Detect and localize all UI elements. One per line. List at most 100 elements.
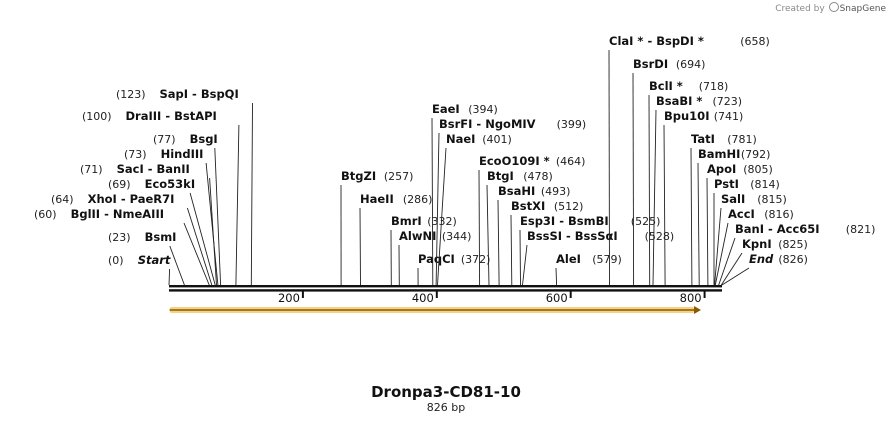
site-label-end: End <box>749 252 774 266</box>
site-label-bsahi: BsaHI <box>498 184 535 198</box>
site-label-bmri: BmrI <box>391 214 422 228</box>
site-position-bstxi: (512) <box>554 200 584 213</box>
site-connector-bglii-nmeaiii <box>183 222 210 286</box>
site-connector-acci <box>714 222 729 286</box>
site-position-ecoo109i: (464) <box>556 155 586 168</box>
site-position-bsrfi-ngomiv: (399) <box>557 118 587 131</box>
snapgene-credit: Created by SnapGene <box>775 2 886 14</box>
site-position-paqci: (372) <box>461 253 491 266</box>
site-position-sapi-bspqi: (123) <box>116 88 146 101</box>
site-position-draiii-bstapi: (100) <box>82 110 112 123</box>
site-connector-end <box>721 267 750 286</box>
site-position-bglii-nmeaiii: (60) <box>34 208 57 221</box>
site-position-bamhi: (792) <box>741 148 771 161</box>
site-connector-bcli <box>648 94 651 286</box>
site-position-hindiii: (73) <box>124 148 147 161</box>
site-connector-apoi <box>706 177 709 286</box>
site-position-tati: (781) <box>727 133 757 146</box>
site-connector-esp3i-bsmbi <box>519 229 521 286</box>
site-connector-ecoo109i <box>478 169 481 286</box>
backbone-bottom-strand <box>169 289 722 292</box>
site-label-bglii-nmeaiii: BglII - NmeAIII <box>71 207 164 221</box>
site-connector-sali <box>714 207 722 286</box>
site-label-tati: TatI <box>691 132 715 146</box>
site-label-xhoi-paer7i: XhoI - PaeR7I <box>88 192 175 206</box>
snapgene-logo-icon <box>828 2 839 12</box>
site-position-bsahi: (493) <box>541 185 571 198</box>
site-label-acci: AccI <box>728 207 755 221</box>
site-connector-sapi-bspqi <box>250 102 253 286</box>
site-connector-bsgi <box>214 147 222 286</box>
site-connector-bsahi <box>497 199 500 286</box>
site-connector-bstxi <box>510 214 513 286</box>
site-position-alwni: (344) <box>442 230 472 243</box>
site-label-bsgi: BsgI <box>190 132 218 146</box>
site-label-kpni: KpnI <box>742 237 772 251</box>
site-label-bani-acc65i: BanI - Acc65I <box>735 222 820 236</box>
plasmid-name: Dronpa3-CD81-10 <box>371 383 521 401</box>
site-position-clai-bspdi: (658) <box>740 35 770 48</box>
site-position-kpni: (825) <box>778 238 808 251</box>
site-connector-draiii-bstapi <box>235 124 240 286</box>
site-connector-hindiii <box>205 162 219 286</box>
site-position-bani-acc65i: (821) <box>846 223 876 236</box>
plasmid-length: 826 bp <box>426 401 466 414</box>
site-position-acci: (816) <box>764 208 794 221</box>
site-position-bmri: (332) <box>427 215 457 228</box>
site-connector-bsrfi-ngomiv <box>435 132 440 286</box>
site-label-saci-banii: SacI - BanII <box>117 162 190 176</box>
site-position-start: (0) <box>108 254 124 267</box>
site-connector-eaei <box>431 117 434 286</box>
site-connector-bsmi <box>169 245 185 286</box>
site-connector-xhoi-paer7i <box>186 207 213 286</box>
site-label-sapi-bspqi: SapI - BspQI <box>160 87 239 101</box>
site-position-bpu10i: (741) <box>714 110 744 123</box>
site-position-bcli: (718) <box>699 80 729 93</box>
site-position-btgi: (478) <box>523 170 553 183</box>
site-label-bsrfi-ngomiv: BsrFI - NgoMIV <box>439 117 536 131</box>
site-label-esp3i-bsmbi: Esp3I - BsmBI <box>520 214 609 228</box>
site-label-eco53ki: Eco53kI <box>145 177 196 191</box>
site-connector-bamhi <box>697 162 700 286</box>
site-position-alei: (579) <box>592 253 622 266</box>
site-label-sali: SalI <box>721 192 745 206</box>
site-label-clai-bspdi: ClaI * - BspDI * <box>609 34 704 48</box>
axis-tick-label-800: 800 <box>680 291 702 305</box>
site-label-apoi: ApoI <box>707 162 736 176</box>
site-position-bsrdi: (694) <box>676 58 706 71</box>
site-label-bsabi: BsaBI * <box>656 94 702 108</box>
credit-brand: SnapGene <box>839 4 886 14</box>
credit-prefix: Created by <box>775 4 825 14</box>
site-label-bcli: BclI * <box>649 79 683 93</box>
site-label-psti: PstI <box>714 177 739 191</box>
axis-tick-label-400: 400 <box>412 291 434 305</box>
axis-tick-label-200: 200 <box>278 291 300 305</box>
site-label-naei: NaeI <box>446 132 475 146</box>
site-position-esp3i-bsmbi: (525) <box>631 215 661 228</box>
site-label-btgi: BtgI <box>487 169 514 183</box>
site-position-eco53ki: (69) <box>108 178 131 191</box>
site-connector-bani-acc65i <box>718 237 736 286</box>
site-connector-btgi <box>486 184 490 286</box>
site-label-haeii: HaeII <box>360 192 394 206</box>
site-position-saci-banii: (71) <box>80 163 103 176</box>
site-label-alei: AleI <box>556 252 581 266</box>
site-label-bsrdi: BsrDI <box>633 57 668 71</box>
site-label-draiii-bstapi: DraIII - BstAPI <box>126 109 217 123</box>
site-connector-naei <box>437 147 447 286</box>
site-label-bsmi: BsmI <box>145 230 177 244</box>
site-position-sali: (815) <box>757 193 787 206</box>
site-position-bsgi: (77) <box>153 133 176 146</box>
site-connector-tati <box>690 147 693 286</box>
site-connector-bsrdi <box>632 72 635 286</box>
site-label-bamhi: BamHI <box>698 147 740 161</box>
site-connector-bsabi <box>652 109 657 286</box>
site-label-bstxi: BstXI <box>511 199 545 213</box>
site-label-start: Start <box>138 253 171 267</box>
site-connector-bpu10i <box>663 124 666 286</box>
site-label-eaei: EaeI <box>432 102 460 116</box>
site-position-bsssi-bsss-i: (528) <box>645 230 675 243</box>
backbone-top-strand <box>169 285 722 288</box>
site-position-xhoi-paer7i: (64) <box>51 193 74 206</box>
